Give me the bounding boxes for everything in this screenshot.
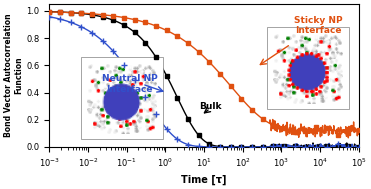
Y-axis label: Bond Vector Autocorrelation
Function: Bond Vector Autocorrelation Function <box>4 14 24 137</box>
Text: Sticky NP
Interface: Sticky NP Interface <box>294 16 343 35</box>
X-axis label: Time [τ]: Time [τ] <box>181 175 227 185</box>
Text: Neutral NP
Interface: Neutral NP Interface <box>102 74 158 94</box>
Text: Bulk: Bulk <box>199 102 221 112</box>
